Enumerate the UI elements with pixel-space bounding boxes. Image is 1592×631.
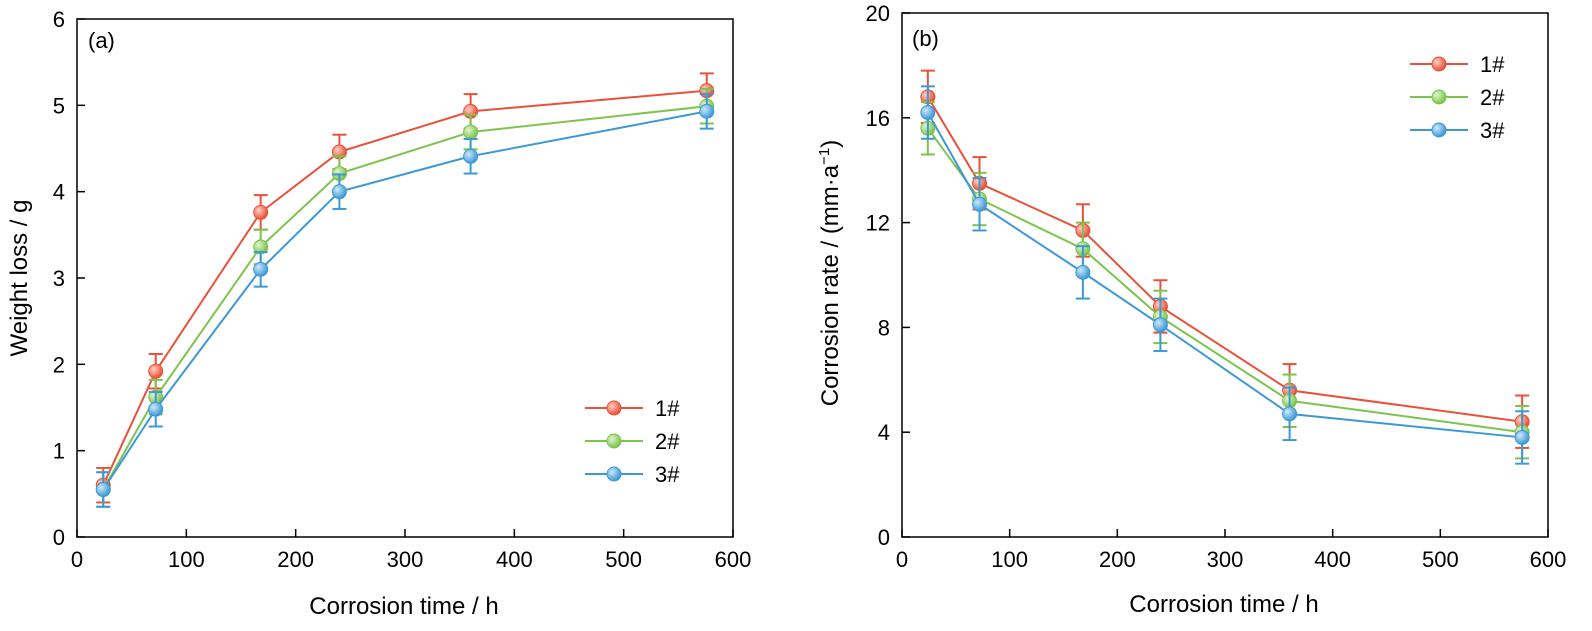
legend-marker-a-2 [606,433,622,449]
x-axis-label-b: Corrosion time / h [1129,591,1318,618]
x-tick-label-b: 100 [991,547,1028,572]
data-point-a-3 [331,184,347,200]
y-tick-label-b: 0 [878,525,890,550]
y-axis-label-b-sup: −1 [816,148,833,165]
data-point-a-3 [148,401,164,417]
x-tick-label-a: 0 [71,547,83,572]
legend-label-b-3: 3# [1480,118,1505,143]
panel-label-b: (b) [912,26,939,51]
legend-label-a-2: 2# [655,429,680,454]
data-point-b-3 [972,196,988,212]
y-tick-label-a: 3 [53,266,65,291]
series-line-a-3 [102,110,707,491]
data-point-a-3 [699,103,715,119]
y-tick-label-b: 16 [866,106,890,131]
legend-marker-b-3 [1431,122,1447,138]
y-tick-label-a: 4 [53,180,65,205]
x-tick-label-b: 500 [1422,547,1459,572]
y-axis-label-a: Weight loss / g [6,200,33,357]
legend-marker-a-1 [606,400,622,416]
data-point-a-3 [463,148,479,164]
x-tick-label-a: 500 [605,547,642,572]
chart-panel-a: (a) Corrosion time / h Weight loss / g 0… [6,7,751,620]
x-tick-label-b: 400 [1314,547,1351,572]
y-tick-label-a: 2 [53,352,65,377]
data-point-b-3 [1075,264,1091,280]
legend-label-a-3: 3# [655,462,680,487]
x-tick-label-a: 600 [715,547,752,572]
y-axis-label-b: Corrosion rate / (mm·a−1) [816,140,844,407]
series-line-a-1 [102,89,707,486]
series-line-b-3 [926,112,1523,439]
y-axis-label-b-end: ) [817,140,844,148]
x-tick-label-a: 300 [387,547,424,572]
y-tick-label-a: 5 [53,93,65,118]
series-line-a-2 [102,105,707,491]
y-tick-label-b: 8 [878,315,890,340]
data-point-a-1 [253,204,269,220]
panel-label-a: (a) [88,28,115,53]
plot-frame-b [901,12,1549,538]
x-tick-label-a: 400 [496,547,533,572]
y-tick-label-a: 0 [53,525,65,550]
data-point-b-3 [1152,317,1168,333]
data-point-b-3 [1514,429,1530,445]
chart-panel-b: (b) Corrosion time / h Corrosion rate / … [816,1,1566,618]
x-axis-label-a: Corrosion time / h [309,593,498,620]
legend-marker-b-2 [1431,89,1447,105]
data-point-b-3 [920,105,936,121]
x-tick-label-a: 200 [277,547,314,572]
legend-label-b-2: 2# [1480,85,1505,110]
y-axis-label-b-main: Corrosion rate / (mm·a [817,164,844,406]
y-tick-label-b: 12 [866,211,890,236]
series-line-b-2 [927,127,1523,434]
legend-marker-a-3 [606,466,622,482]
legend-marker-b-1 [1431,56,1447,72]
x-tick-label-b: 200 [1099,547,1136,572]
data-point-a-2 [463,124,479,140]
data-point-a-3 [95,482,111,498]
legend-label-b-1: 1# [1480,52,1505,77]
x-tick-label-b: 300 [1207,547,1244,572]
data-point-b-3 [1282,406,1298,422]
y-tick-label-a: 6 [53,7,65,32]
series-line-b-1 [926,96,1523,423]
x-tick-label-a: 100 [168,547,205,572]
x-tick-label-b: 600 [1530,547,1567,572]
data-point-a-3 [253,261,269,277]
data-point-a-1 [148,363,164,379]
legend-label-a-1: 1# [655,396,680,421]
x-tick-label-b: 0 [896,547,908,572]
y-tick-label-b: 4 [878,420,890,445]
y-tick-label-b: 20 [866,1,890,26]
y-tick-label-a: 1 [53,439,65,464]
